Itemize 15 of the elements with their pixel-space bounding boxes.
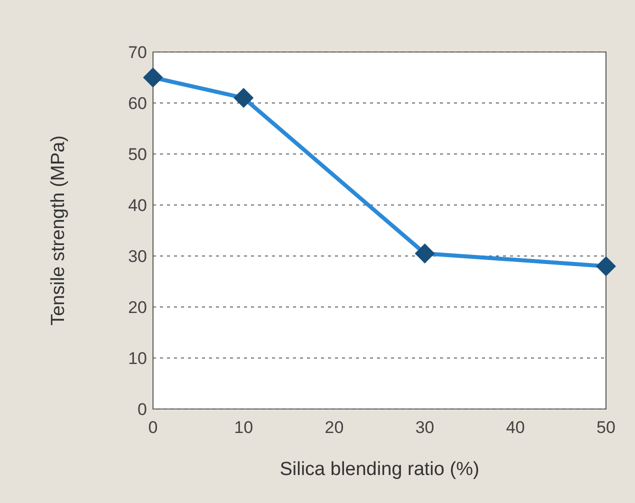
y-tick-label: 40 (128, 196, 147, 215)
y-tick-label: 20 (128, 298, 147, 317)
y-axis-title: Tensile strength (MPa) (48, 135, 69, 326)
x-tick-label: 30 (415, 418, 434, 437)
x-axis-title: Silica blending ratio (%) (280, 459, 480, 480)
y-tick-label: 50 (128, 144, 147, 164)
y-tick-label: 70 (128, 42, 147, 62)
y-tick-label: 30 (128, 246, 147, 266)
x-tick-label: 40 (506, 418, 525, 437)
y-tick-label: 0 (138, 400, 147, 419)
x-tick-label: 20 (324, 418, 344, 437)
y-tick-label: 10 (128, 348, 147, 368)
y-tick-label: 60 (128, 94, 147, 113)
x-tick-label: 50 (596, 418, 616, 437)
x-tick-label: 10 (234, 418, 254, 437)
